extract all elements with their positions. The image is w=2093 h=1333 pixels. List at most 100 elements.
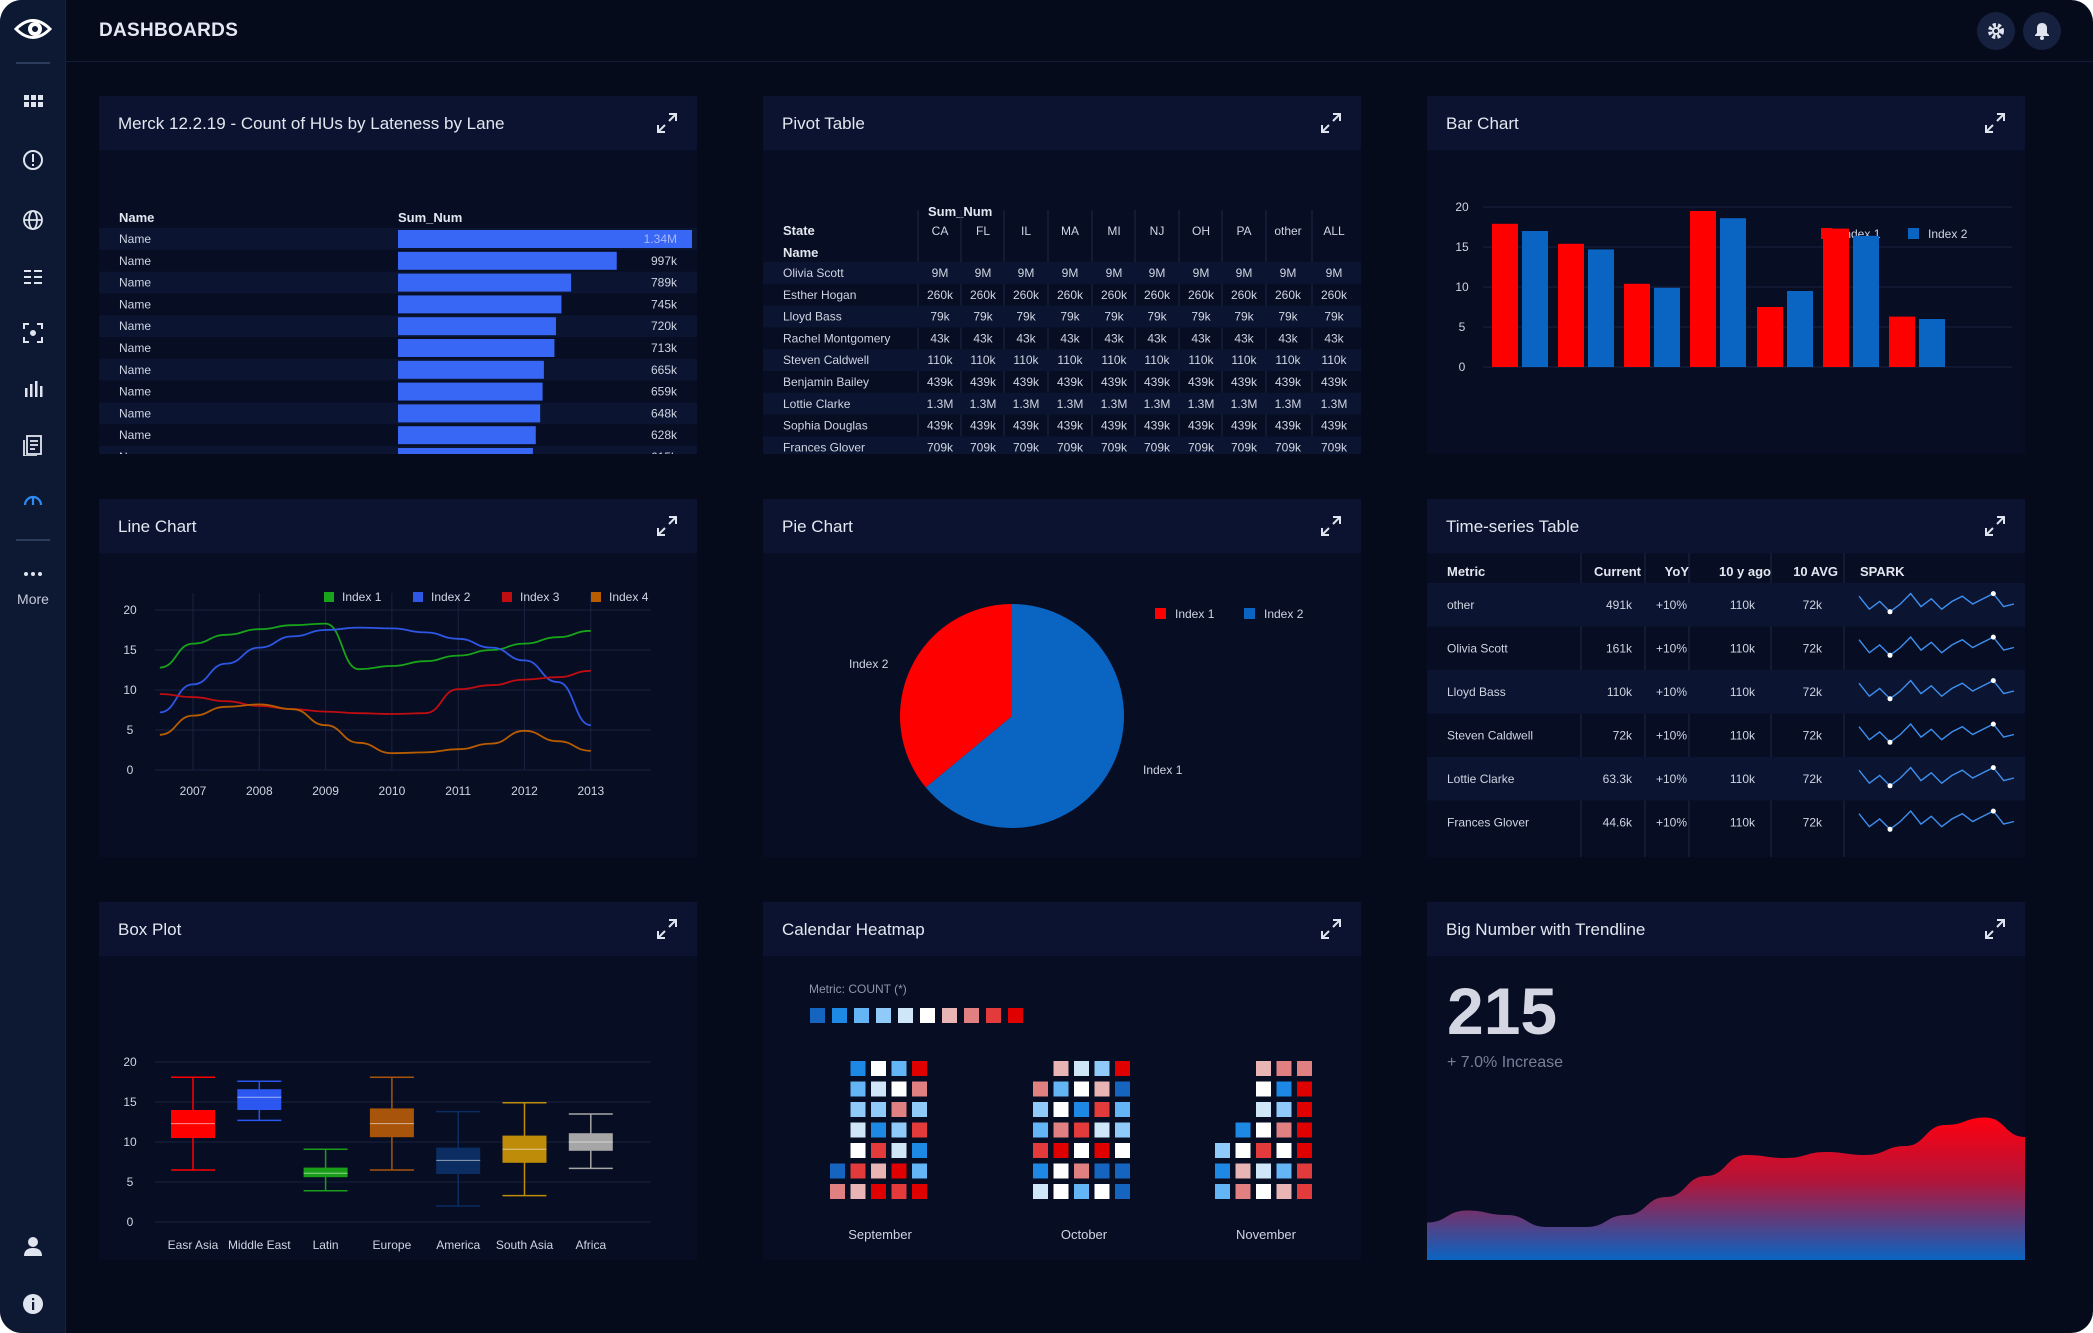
calendar-day-cell	[1256, 1102, 1271, 1117]
expand-icon[interactable]	[655, 514, 679, 538]
pivot-cell: 709k	[1013, 440, 1040, 454]
info-icon[interactable]	[19, 1290, 47, 1318]
pivot-state-other: other	[1274, 224, 1301, 238]
y-tick-label: 10	[1455, 280, 1469, 294]
more-dots-icon[interactable]	[19, 560, 47, 588]
box-plot: 0 5 10 15 20 Easr Asia Middle East Latin Europe A…	[123, 1055, 651, 1252]
calendar-day-cell	[1074, 1163, 1089, 1179]
pivot-cell: 709k	[970, 440, 997, 454]
expand-icon[interactable]	[655, 917, 679, 941]
expand-icon[interactable]	[1983, 514, 2007, 538]
pivot-cell: 43k	[930, 331, 950, 345]
y-tick-label: 5	[127, 1175, 134, 1189]
pivot-cell: 9M	[975, 266, 992, 280]
notifications-button[interactable]	[2023, 12, 2061, 50]
pivot-state-ALL: ALL	[1323, 224, 1345, 238]
bar-chart-icon[interactable]	[19, 375, 47, 403]
pivot-cell: 9M	[1062, 266, 1079, 280]
pivot-panel: Pivot Table Sum_Num State CA FL IL MA MI NJ OH PA…	[763, 96, 1361, 502]
calendar-day-cell	[912, 1184, 927, 1199]
pivot-cell: 439k	[1057, 375, 1084, 389]
x-tick-label: 2007	[180, 784, 207, 798]
pivot-row-name: Olivia Scott	[783, 266, 844, 280]
pivot-cell: 9M	[1193, 266, 1210, 280]
calendar-day-cell	[1074, 1184, 1089, 1199]
sparkline	[1858, 679, 2015, 700]
calendar-day-cell	[891, 1122, 907, 1138]
big-number-subtitle: + 7.0% Increase	[1447, 1054, 1563, 1071]
calendar-day-cell	[1256, 1184, 1271, 1199]
x-tick-label: 2009	[312, 784, 339, 798]
y-tick-label: 20	[123, 1055, 137, 1069]
pivot-cell: 110k	[1013, 353, 1039, 367]
sparkline-max-dot	[1990, 765, 1996, 771]
expand-icon[interactable]	[655, 111, 679, 135]
pivot-cell: 439k	[1101, 375, 1128, 389]
pivot-cell: 709k	[1057, 440, 1084, 454]
sparkline-max-dot	[1990, 591, 1996, 597]
y-tick-label: 0	[127, 1215, 134, 1229]
globe-icon[interactable]	[19, 206, 47, 234]
value-bar	[398, 273, 572, 292]
color-scale-swatch	[986, 1008, 1001, 1023]
table-row-stripe	[763, 262, 1361, 284]
more-label[interactable]: More	[17, 591, 49, 607]
expand-icon[interactable]	[1983, 917, 2007, 941]
list-icon[interactable]	[19, 263, 47, 291]
big-number-trend: 215 + 7.0% Increase	[1427, 974, 2025, 1260]
value-bar	[398, 360, 544, 379]
pivot-cell: 110k	[970, 353, 996, 367]
pivot-cell: 79k	[930, 310, 950, 324]
pivot-cell: 9M	[1236, 266, 1253, 280]
pivot-cell: 260k	[1013, 288, 1040, 302]
calendar-day-cell	[871, 1061, 886, 1076]
calendar-day-cell	[871, 1184, 886, 1199]
pivot-cell: 43k	[1147, 331, 1167, 345]
dashboard-gauge-icon[interactable]	[19, 486, 47, 514]
series-line-index-2	[159, 626, 592, 727]
scan-icon[interactable]	[19, 319, 47, 347]
ts-cell: 491k	[1606, 598, 1633, 612]
panel-title: Pie Chart	[782, 517, 853, 536]
pie-chart: Index 1 Index 2 Index 1 Index 2	[849, 604, 1304, 828]
x-tick-label: South Asia	[496, 1238, 554, 1252]
pivot-row-name: Rachel Montgomery	[783, 331, 890, 345]
pivot-name-header: Name	[783, 245, 818, 260]
row-value: 648k	[651, 406, 678, 420]
pivot-cell: 9M	[1326, 266, 1343, 280]
value-bar	[398, 382, 543, 401]
expand-icon[interactable]	[1319, 917, 1343, 941]
value-bar	[398, 230, 692, 248]
y-tick-label: 20	[123, 603, 137, 617]
settings-button[interactable]	[1977, 12, 2015, 50]
pivot-cell: 43k	[973, 331, 993, 345]
ts-cell: 44.6k	[1603, 816, 1633, 830]
pivot-metric-header: Sum_Num	[928, 204, 992, 219]
calendar-day-cell	[850, 1102, 866, 1117]
pivot-cell: 43k	[1060, 331, 1080, 345]
calendar-day-cell	[1094, 1163, 1110, 1179]
apps-grid-icon[interactable]	[19, 90, 47, 118]
column-header-sum: Sum_Num	[398, 210, 462, 225]
sparkline-max-dot	[1990, 808, 1996, 814]
expand-icon[interactable]	[1319, 111, 1343, 135]
calendar-day-cell	[1094, 1061, 1110, 1076]
user-icon[interactable]	[19, 1232, 47, 1260]
calendar-day-cell	[1235, 1163, 1251, 1179]
expand-icon[interactable]	[1983, 111, 2007, 135]
report-icon[interactable]	[19, 431, 47, 459]
ts-header: Current	[1594, 564, 1642, 579]
x-tick-label: 2008	[246, 784, 273, 798]
row-name: Name	[119, 276, 151, 290]
color-scale-swatch	[898, 1008, 913, 1023]
calendar-panel: Calendar Heatmap Metric: COUNT (*) Septem…	[763, 902, 1361, 1260]
top-bar: DASHBOARDS	[66, 0, 2093, 62]
pivot-cell: 43k	[1191, 331, 1211, 345]
eye-logo-icon[interactable]	[13, 12, 53, 46]
legend-swatch	[591, 592, 601, 602]
ts-row-metric: other	[1447, 598, 1474, 612]
expand-icon[interactable]	[1319, 514, 1343, 538]
alert-circle-icon[interactable]	[19, 146, 47, 174]
pivot-cell: 709k	[927, 440, 954, 454]
